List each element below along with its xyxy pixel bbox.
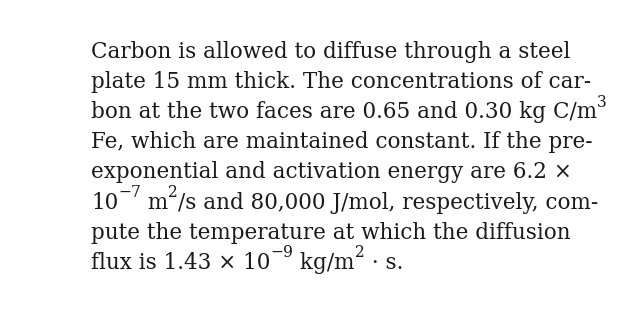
Text: 3: 3 [597, 94, 607, 111]
Text: 2: 2 [168, 184, 178, 201]
Text: −7: −7 [118, 184, 141, 201]
Text: /s and 80,000 J/mol, respectively, com-: /s and 80,000 J/mol, respectively, com- [178, 192, 598, 213]
Text: −9: −9 [270, 244, 293, 261]
Text: bon at the two faces are 0.65 and 0.30 kg C/m: bon at the two faces are 0.65 and 0.30 k… [91, 101, 597, 123]
Text: m: m [141, 192, 168, 213]
Text: flux is 1.43 × 10: flux is 1.43 × 10 [91, 252, 270, 274]
Text: 2: 2 [355, 244, 365, 261]
Text: Carbon is allowed to diffuse through a steel: Carbon is allowed to diffuse through a s… [91, 41, 571, 63]
Text: · s.: · s. [365, 252, 403, 274]
Text: 10: 10 [91, 192, 118, 213]
Text: kg/m: kg/m [293, 252, 355, 274]
Text: pute the temperature at which the diffusion: pute the temperature at which the diffus… [91, 222, 571, 244]
Text: plate 15 mm thick. The concentrations of car-: plate 15 mm thick. The concentrations of… [91, 71, 591, 93]
Text: exponential and activation energy are 6.2 ×: exponential and activation energy are 6.… [91, 161, 572, 183]
Text: Fe, which are maintained constant. If the pre-: Fe, which are maintained constant. If th… [91, 131, 593, 153]
